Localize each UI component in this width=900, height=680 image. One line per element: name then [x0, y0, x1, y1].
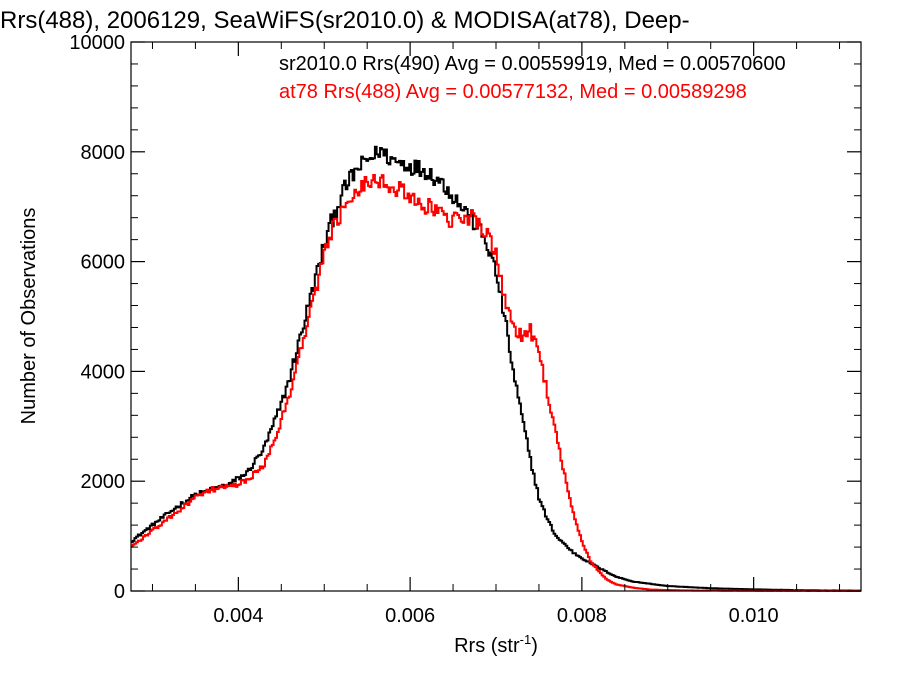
- y-axis-title: Number of Observations: [18, 208, 40, 425]
- y-tick-label: 4000: [81, 361, 126, 383]
- x-tick-label: 0.006: [385, 605, 435, 627]
- y-tick-label: 2000: [81, 471, 126, 493]
- chart-title: Rrs(488), 2006129, SeaWiFS(sr2010.0) & M…: [0, 7, 690, 34]
- x-tick-label: 0.004: [213, 605, 263, 627]
- stats-annotation-sr2010: sr2010.0 Rrs(490) Avg = 0.00559919, Med …: [279, 53, 786, 75]
- x-tick-label: 0.010: [729, 605, 779, 627]
- x-axis-title-main: Rrs (str: [454, 635, 520, 657]
- x-axis-title-suffix: ): [531, 635, 538, 657]
- y-tick-label: 10000: [69, 32, 125, 54]
- y-tick-label: 8000: [81, 142, 126, 164]
- y-tick-label: 0: [114, 581, 125, 603]
- y-tick-label: 6000: [81, 252, 126, 274]
- x-axis-title-superscript: -1: [520, 632, 532, 647]
- series-line-sr2010: [131, 145, 861, 592]
- stats-annotation-at78: at78 Rrs(488) Avg = 0.00577132, Med = 0.…: [279, 81, 747, 103]
- axes-layer: 0 2000 4000 6000 8000 10000 0.004 0.006 0.008 0.0…: [69, 32, 862, 627]
- x-tick-label: 0.008: [557, 605, 607, 627]
- x-axis-title: Rrs (str-1): [454, 632, 538, 657]
